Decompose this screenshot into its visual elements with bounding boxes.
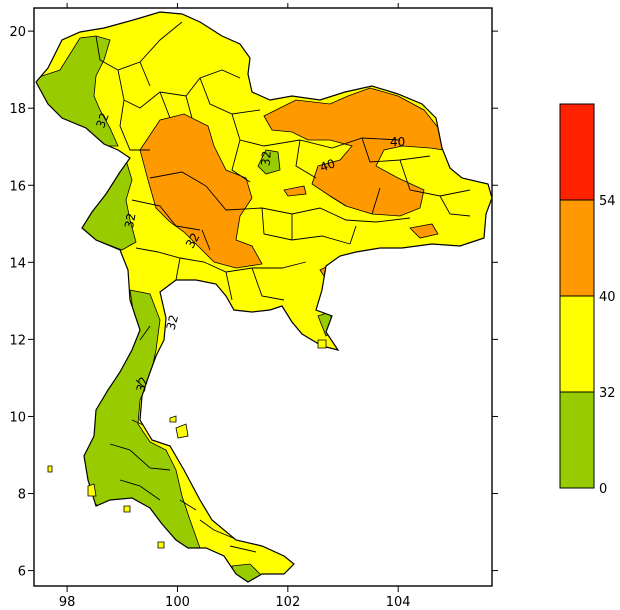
- contour-labels: 40 40 32 32 32 32 32 32: [93, 111, 405, 394]
- x-axis: 98 100 102 104: [59, 3, 411, 610]
- y-tick-label: 12: [9, 333, 26, 348]
- colorbar-bin: [559, 391, 595, 489]
- contour-label: 40: [318, 156, 337, 174]
- contour-label: 32: [93, 111, 111, 130]
- orange-zone-east-small: [409, 223, 439, 239]
- x-tick-label: 104: [386, 595, 411, 610]
- y-tick-label: 16: [9, 179, 26, 194]
- y-tick-label: 8: [18, 488, 26, 503]
- x-tick-label: 102: [275, 595, 300, 610]
- orange-zone-mid-small: [283, 185, 307, 197]
- orange-zone-central: [139, 113, 263, 269]
- y-tick-label: 20: [9, 25, 26, 40]
- green-zone-east-small: [257, 149, 281, 175]
- y-tick-label: 10: [9, 410, 26, 425]
- colorbar-bin: [559, 103, 595, 201]
- x-tick-label: 98: [59, 595, 76, 610]
- contour-label: 32: [164, 313, 181, 331]
- y-tick-label: 14: [9, 256, 26, 271]
- colorbar-level-label: 0: [599, 482, 607, 497]
- colorbar-legend: 0 32 40 54: [559, 103, 616, 497]
- y-tick-label: 18: [9, 102, 26, 117]
- y-axis: 6 8 10 12 14 16 18 20: [9, 25, 498, 580]
- contour-label: 32: [183, 230, 203, 250]
- contour-label: 32: [122, 212, 138, 229]
- colorbar-level-label: 40: [599, 290, 616, 305]
- contour-label: 32: [259, 150, 274, 166]
- green-zone-west: [77, 159, 137, 251]
- islands: [47, 339, 327, 549]
- colorbar-bin: [559, 295, 595, 393]
- colorbar-level-label: 54: [599, 194, 616, 209]
- contour-label: 40: [390, 135, 405, 149]
- colorbar-bin: [559, 199, 595, 297]
- plot-frame: [33, 7, 493, 587]
- contour-label: 32: [134, 375, 151, 393]
- y-tick-label: 6: [18, 565, 26, 580]
- colorbar-level-label: 32: [599, 386, 616, 401]
- province-boundaries: [95, 21, 471, 553]
- x-tick-label: 100: [165, 595, 190, 610]
- contour-fill-layer: [36, 35, 445, 582]
